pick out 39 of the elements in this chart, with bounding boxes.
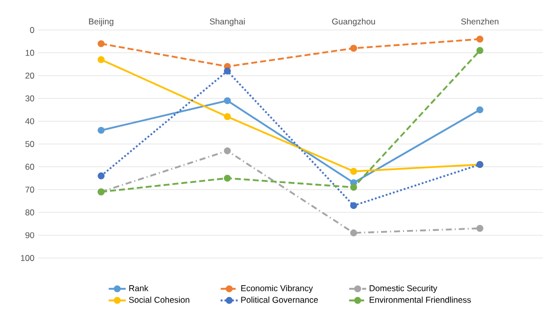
point [350, 202, 358, 210]
point [224, 174, 231, 182]
x-tick-label: Beijing [89, 18, 114, 26]
y-tick-label: 10 [26, 50, 34, 56]
point [476, 47, 484, 54]
legend-label: Political Governance [241, 296, 318, 303]
legend-label: Rank [129, 284, 148, 292]
x-tick-label: Shenzhen [461, 18, 498, 24]
point [224, 68, 231, 75]
point [476, 106, 484, 114]
legend-label: Social Cohesion [129, 296, 190, 303]
y-tick-label: 70 [26, 186, 34, 193]
point [224, 97, 231, 104]
legend-label: Economic Vibrancy [241, 284, 313, 293]
y-tick-label: 20 [25, 72, 34, 79]
point [350, 44, 358, 52]
point [350, 184, 358, 191]
point [224, 113, 231, 120]
point [98, 56, 105, 64]
point [98, 40, 105, 48]
y-tick-label: 50 [25, 141, 34, 147]
point [224, 147, 231, 154]
y-tick-label: 60 [26, 164, 34, 170]
legend-label: Environmental Friendliness [370, 296, 471, 303]
point [350, 168, 358, 175]
y-tick-label: 100 [20, 255, 34, 261]
y-tick-label: 90 [25, 232, 34, 238]
legend-label: Domestic Security [370, 284, 438, 293]
point [98, 172, 105, 180]
point [476, 224, 484, 232]
y-tick-label: 40 [25, 118, 34, 124]
y-tick-label: 30 [25, 95, 34, 102]
point [476, 36, 484, 43]
x-tick-label: Shanghai [210, 18, 245, 26]
y-tick-label: 0 [30, 27, 34, 33]
point [350, 229, 358, 236]
point [98, 126, 105, 134]
y-tick-label: 80 [25, 209, 34, 216]
x-tick-label: Guangzhou [332, 18, 375, 26]
